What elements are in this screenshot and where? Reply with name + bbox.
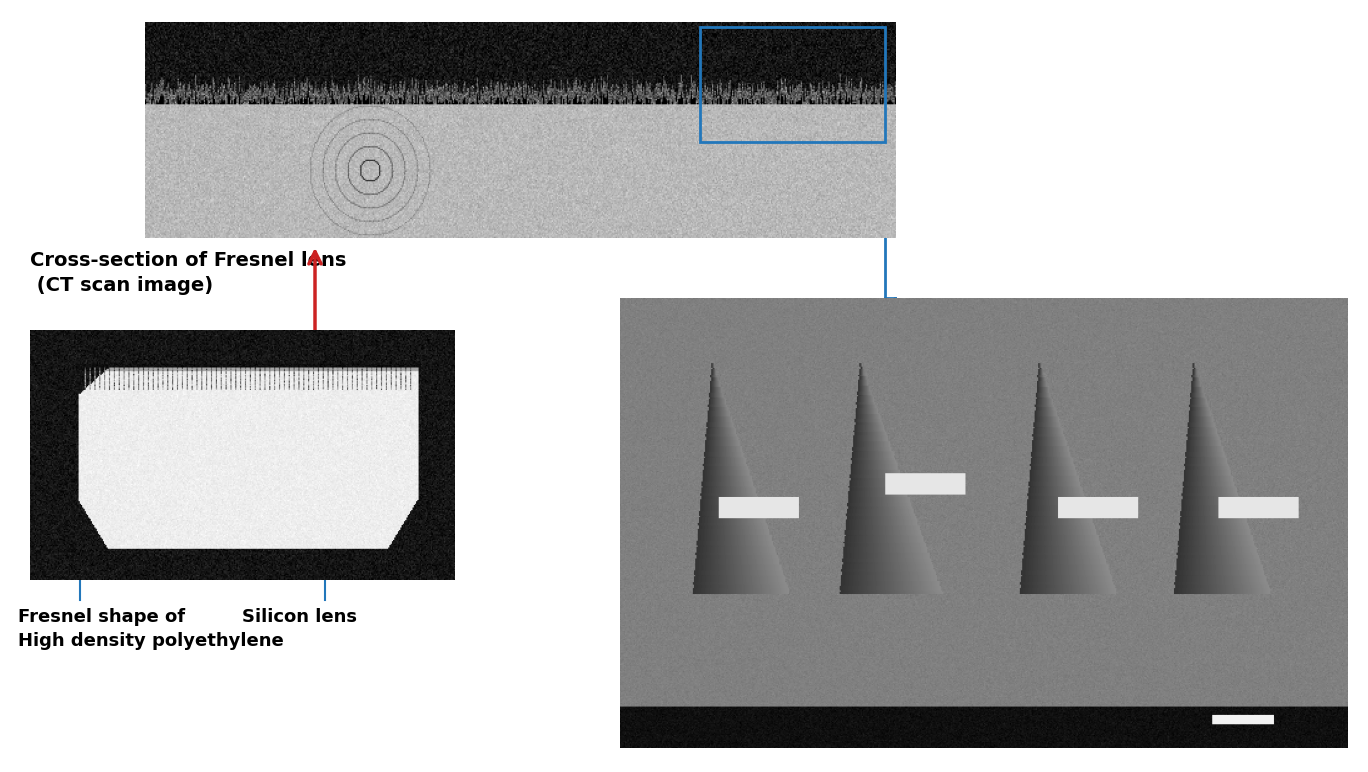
- Text: Fresnel shape of
High density polyethylene: Fresnel shape of High density polyethyle…: [18, 608, 283, 649]
- Text: Enlarged view (CT scan image): Enlarged view (CT scan image): [181, 173, 590, 197]
- Text: (CT scan image): (CT scan image): [30, 276, 213, 295]
- Text: Silicon lens: Silicon lens: [242, 608, 357, 626]
- Text: Cross-section of Fresnel lens: Cross-section of Fresnel lens: [30, 251, 346, 270]
- Text: Fresnel shape
(SEM image): Fresnel shape (SEM image): [637, 560, 813, 606]
- Bar: [215, 345, 415, 425]
